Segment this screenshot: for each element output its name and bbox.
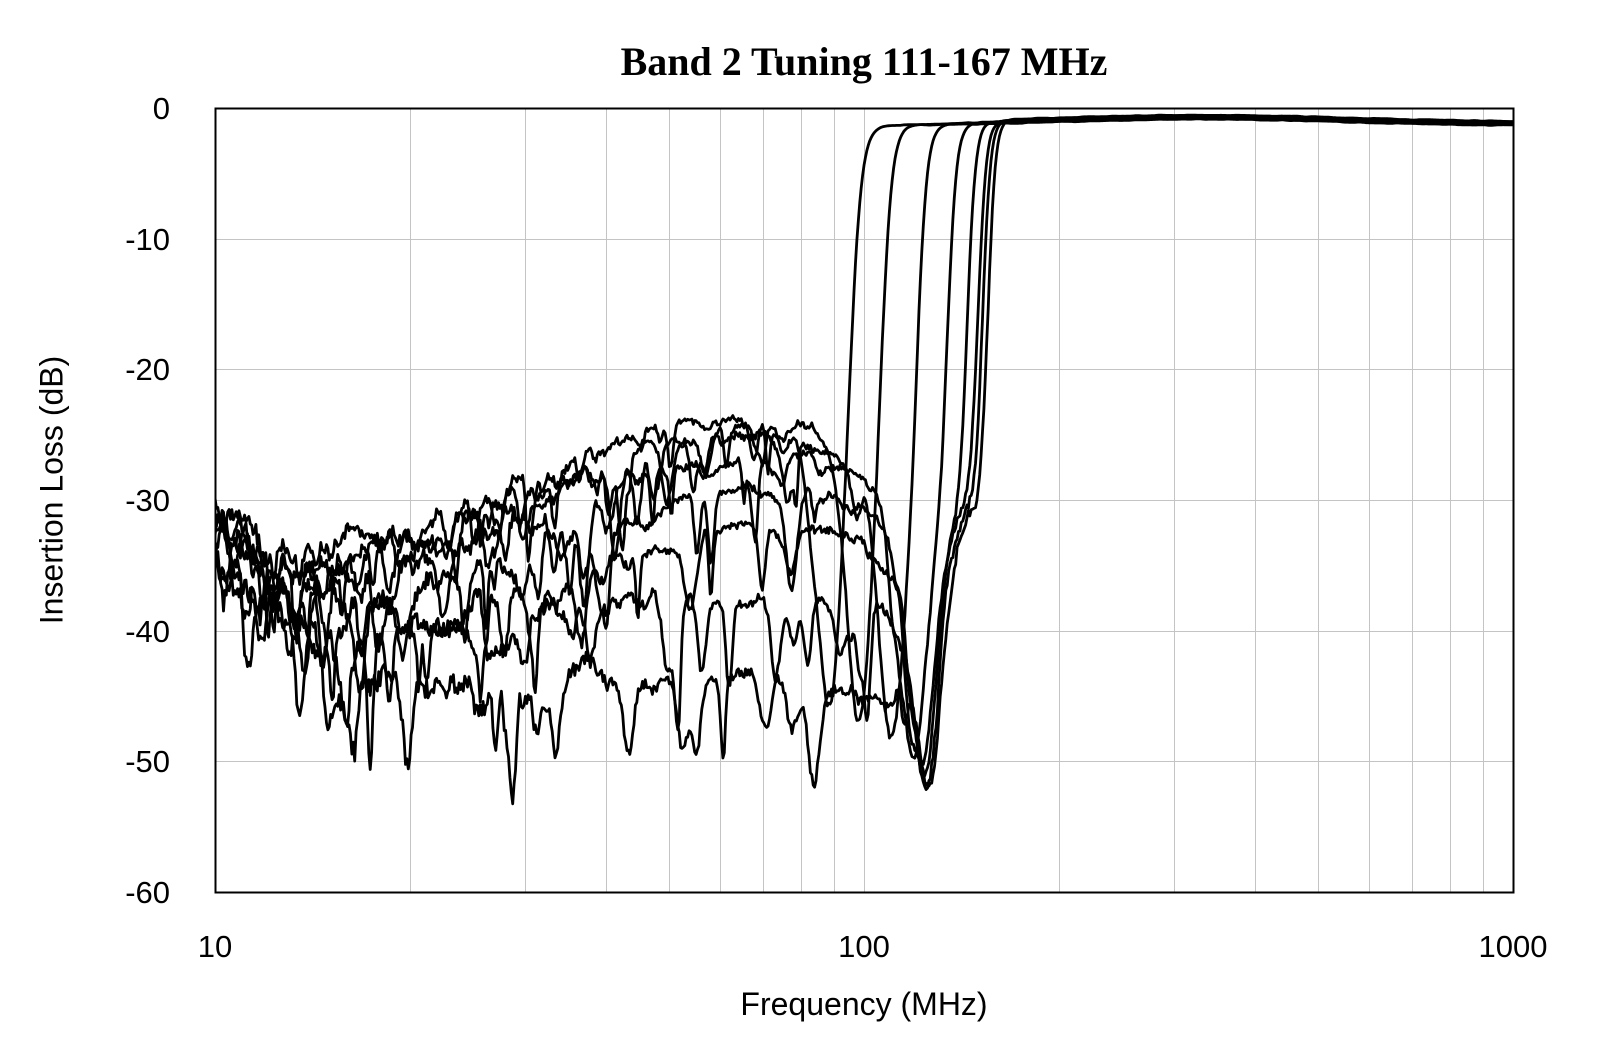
y-tick-label: -20 <box>125 352 170 388</box>
y-tick-label: -60 <box>125 875 170 910</box>
y-tick-label: -40 <box>125 613 170 649</box>
tuning-curve-8 <box>215 113 1513 806</box>
x-tick-label: 10 <box>197 929 233 964</box>
y-tick-label: -10 <box>125 221 170 257</box>
plot-border <box>214 107 1515 894</box>
x-tick-label: 1000 <box>1478 929 1548 964</box>
chart-title: Band 2 Tuning 111-167 MHz <box>620 39 1108 84</box>
gridlines <box>215 108 1513 892</box>
x-tick-label: 100 <box>838 929 890 964</box>
y-tick-label: 0 <box>152 91 170 126</box>
data-curves <box>215 113 1513 806</box>
y-tick-label: -50 <box>125 744 170 780</box>
x-axis-label: Frequency (MHz) <box>740 986 988 1022</box>
y-tick-label: -30 <box>125 483 170 518</box>
